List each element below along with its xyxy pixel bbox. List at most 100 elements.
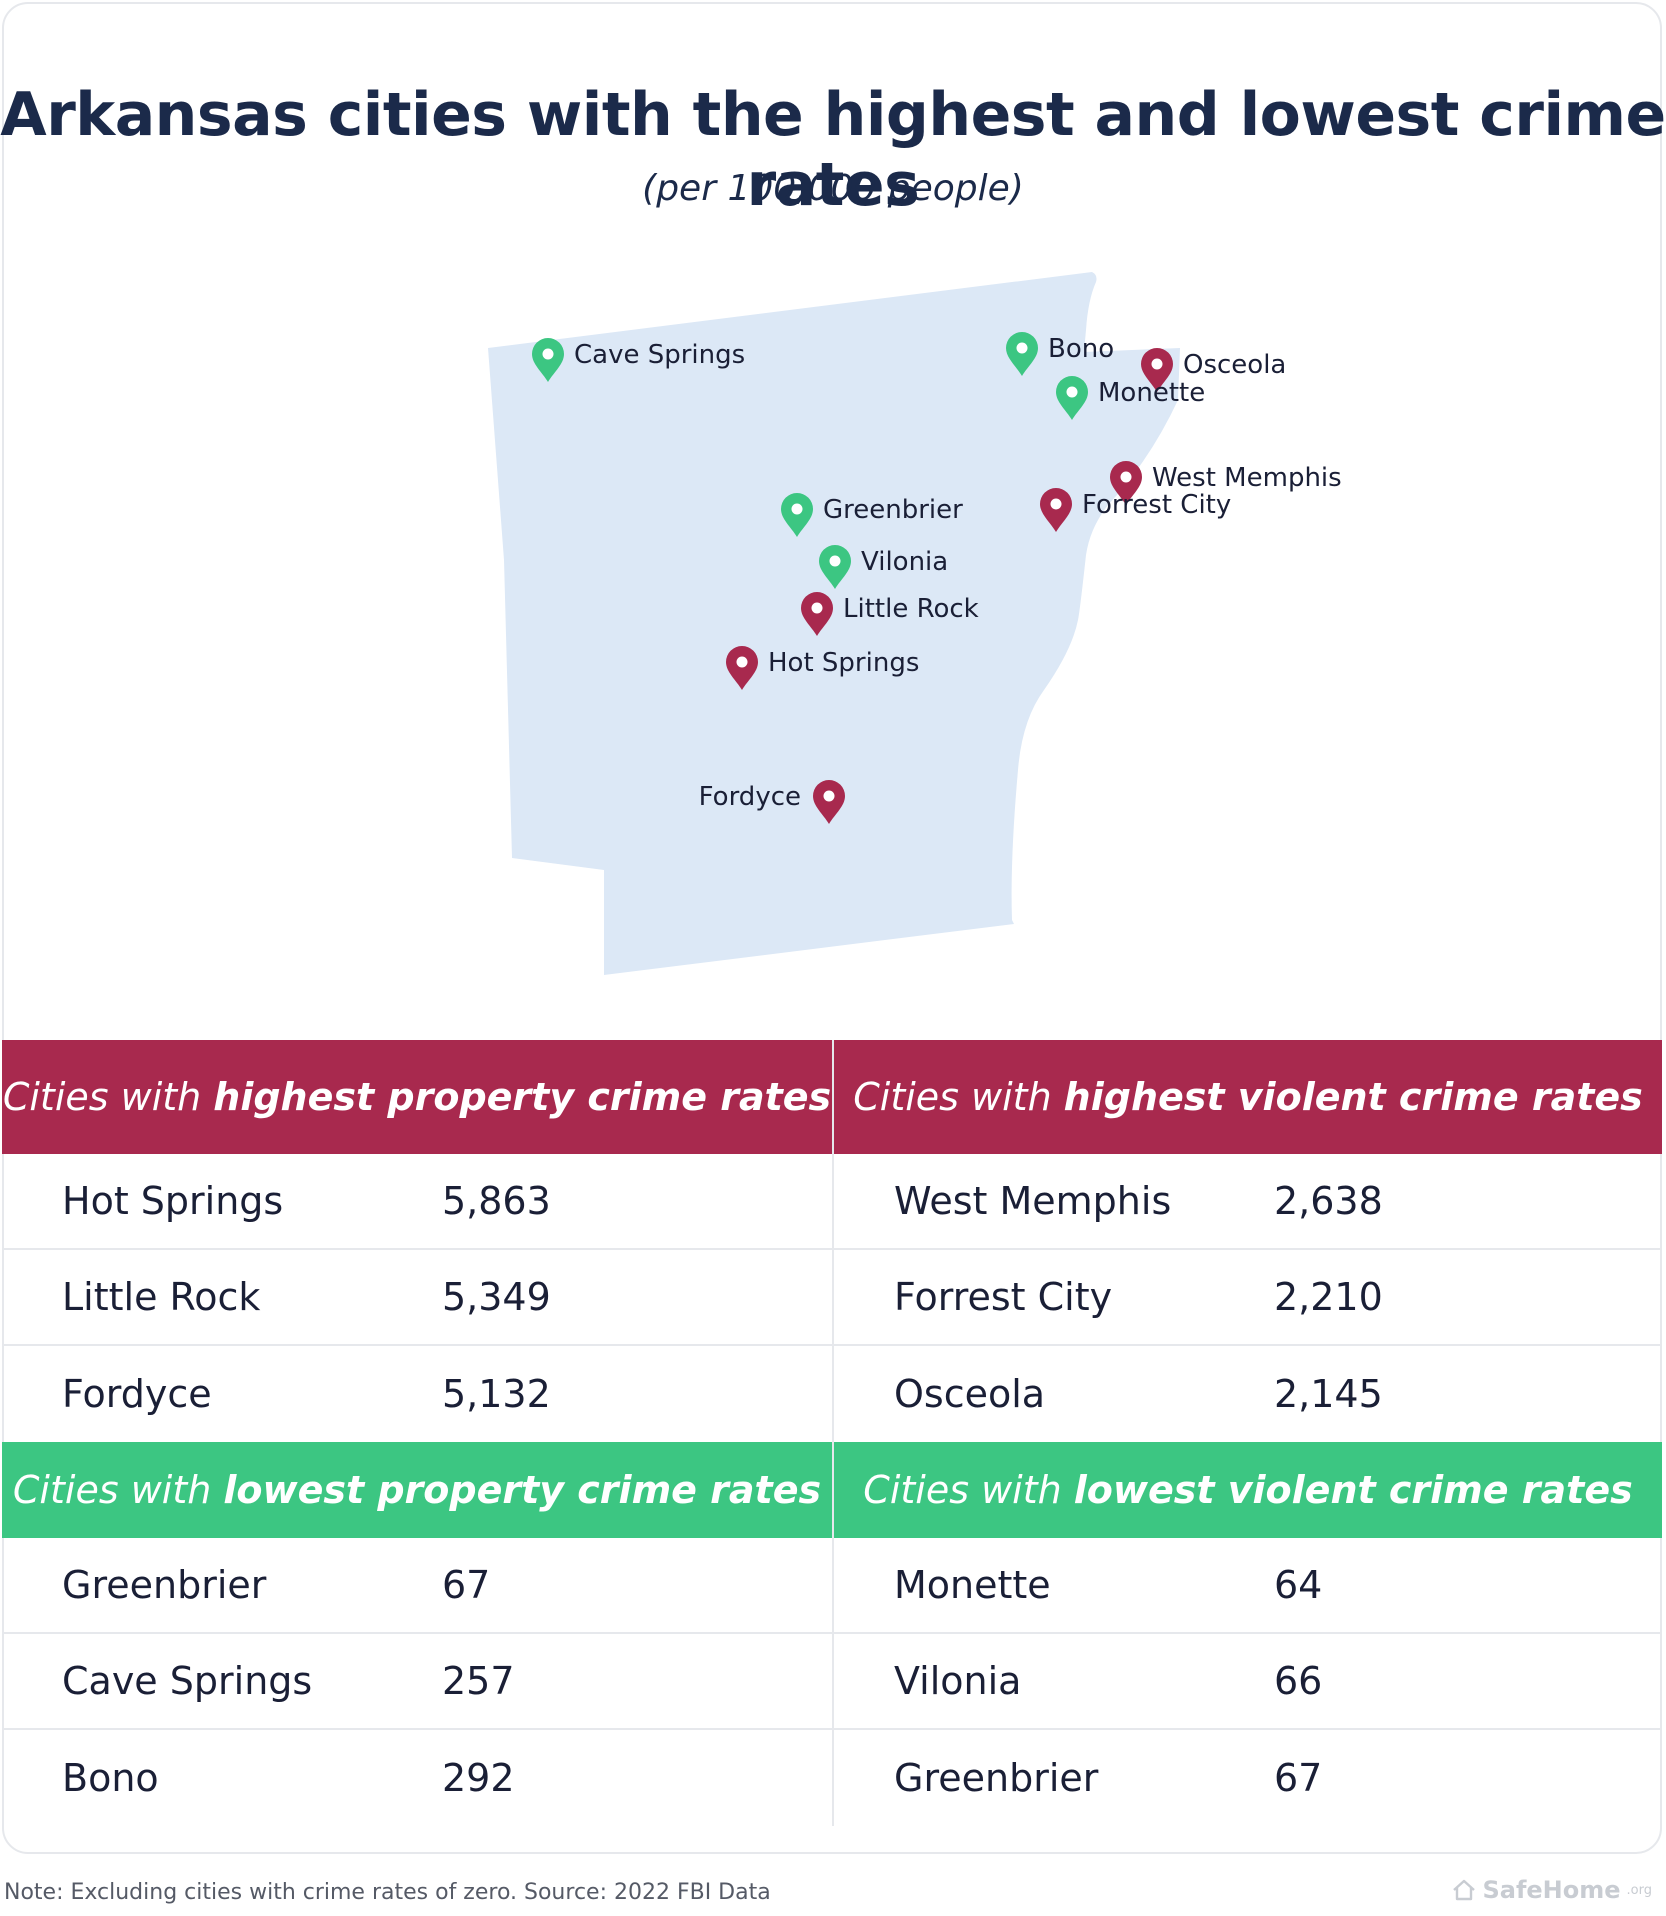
map-pin-forrest-city: Forrest City: [1040, 488, 1231, 532]
pin-label: Fordyce: [699, 782, 801, 812]
city-name: Fordyce: [62, 1372, 212, 1416]
header-emphasis: highest violent crime rates: [1063, 1075, 1643, 1119]
city-name: Osceola: [894, 1372, 1046, 1416]
house-icon: [1453, 1879, 1476, 1901]
location-pin-icon: [1141, 348, 1173, 392]
crime-rate: 66: [1274, 1659, 1323, 1703]
page-title: Arkansas cities with the highest and low…: [0, 80, 1666, 220]
city-name: Forrest City: [894, 1275, 1113, 1319]
crime-rate: 2,638: [1274, 1179, 1383, 1223]
pin-label: Osceola: [1183, 350, 1286, 380]
pin-label: Hot Springs: [768, 648, 919, 678]
table-row: Hot Springs 5,863: [2, 1154, 832, 1250]
pin-label: Cave Springs: [574, 340, 745, 370]
header-emphasis: lowest property crime rates: [223, 1468, 822, 1512]
map-pin-west-memphis: West Memphis: [1110, 461, 1342, 505]
pin-label: Little Rock: [843, 594, 979, 624]
city-name: Little Rock: [62, 1275, 261, 1319]
map-pin-cave-springs: Cave Springs: [532, 338, 745, 382]
header-emphasis: highest property crime rates: [213, 1075, 832, 1119]
arkansas-state-shape: [488, 272, 1180, 975]
location-pin-icon: [1040, 488, 1072, 532]
crime-rate: 64: [1274, 1563, 1323, 1607]
map-pin-little-rock: Little Rock: [801, 592, 979, 636]
property-column: Cities with highest property crime rates…: [2, 1040, 832, 1826]
header-prefix: Cities with: [2, 1075, 202, 1119]
map-pin-greenbrier: Greenbrier: [781, 493, 963, 537]
table-highest-property: Hot Springs 5,863 Little Rock 5,349 Ford…: [2, 1154, 832, 1442]
table-row: Greenbrier 67: [834, 1730, 1662, 1826]
city-name: Greenbrier: [894, 1756, 1099, 1800]
header-highest-violent: Cities with highest violent crime rates: [834, 1040, 1662, 1154]
table-row: Cave Springs 257: [2, 1634, 832, 1730]
city-name: West Memphis: [894, 1179, 1172, 1223]
crime-rate: 5,132: [442, 1372, 551, 1416]
map-pin-osceola: Osceola: [1141, 348, 1286, 392]
city-name: Hot Springs: [62, 1179, 284, 1223]
brand-name: SafeHome: [1482, 1876, 1621, 1904]
table-row: Osceola 2,145: [834, 1346, 1662, 1442]
header-prefix: Cities with: [853, 1075, 1052, 1119]
pin-label: West Memphis: [1152, 463, 1342, 493]
location-pin-icon: [819, 545, 851, 589]
brand-suffix: .org: [1626, 1882, 1652, 1898]
table-row: Vilonia 66: [834, 1634, 1662, 1730]
crime-rate: 257: [442, 1659, 515, 1703]
location-pin-icon: [1006, 332, 1038, 376]
table-row: Little Rock 5,349: [2, 1250, 832, 1346]
pin-center-dot: [1120, 471, 1132, 483]
pin-center-dot: [736, 656, 748, 668]
table-row: Forrest City 2,210: [834, 1250, 1662, 1346]
crime-rate: 67: [442, 1563, 491, 1607]
page-subtitle: (per 100,000 people): [642, 168, 1024, 209]
location-pin-icon: [813, 780, 845, 824]
map-pin-hot-springs: Hot Springs: [726, 646, 919, 690]
header-emphasis: lowest violent crime rates: [1073, 1468, 1633, 1512]
table-row: Bono 292: [2, 1730, 832, 1826]
pin-label: Greenbrier: [823, 495, 963, 525]
location-pin-icon: [781, 493, 813, 537]
crime-rate: 2,145: [1274, 1372, 1383, 1416]
header-lowest-violent: Cities with lowest violent crime rates: [834, 1442, 1662, 1538]
table-row: Monette 64: [834, 1538, 1662, 1634]
crime-rate: 5,863: [442, 1179, 551, 1223]
pin-center-dot: [1050, 498, 1062, 510]
pin-center-dot: [791, 503, 803, 515]
location-pin-icon: [801, 592, 833, 636]
city-name: Bono: [62, 1756, 159, 1800]
city-name: Vilonia: [894, 1659, 1022, 1703]
city-name: Greenbrier: [62, 1563, 267, 1607]
pin-center-dot: [811, 602, 823, 614]
pin-center-dot: [1151, 358, 1163, 370]
pin-label: Vilonia: [861, 547, 948, 577]
pin-label: Monette: [1098, 378, 1205, 408]
pin-center-dot: [823, 790, 835, 802]
table-lowest-property: Greenbrier 67 Cave Springs 257 Bono 292: [2, 1538, 832, 1826]
pin-center-dot: [1016, 342, 1028, 354]
header-prefix: Cities with: [863, 1468, 1062, 1512]
crime-rate: 5,349: [442, 1275, 551, 1319]
table-lowest-violent: Monette 64 Vilonia 66 Greenbrier 67: [834, 1538, 1662, 1826]
pin-center-dot: [1066, 386, 1078, 398]
footnote: Note: Excluding cities with crime rates …: [4, 1880, 771, 1905]
pin-center-dot: [829, 555, 841, 567]
header-prefix: Cities with: [12, 1468, 212, 1512]
location-pin-icon: [532, 338, 564, 382]
header-lowest-property: Cities with lowest property crime rates: [2, 1442, 832, 1538]
pin-label: Forrest City: [1082, 490, 1231, 520]
crime-rate: 292: [442, 1756, 515, 1800]
map-pin-monette: Monette: [1056, 376, 1205, 420]
crime-rate: 2,210: [1274, 1275, 1383, 1319]
table-row: Fordyce 5,132: [2, 1346, 832, 1442]
map-pin-fordyce: Fordyce: [699, 780, 845, 824]
city-name: Monette: [894, 1563, 1051, 1607]
table-row: West Memphis 2,638: [834, 1154, 1662, 1250]
brand-logo: SafeHome .org: [1452, 1876, 1652, 1904]
table-highest-violent: West Memphis 2,638 Forrest City 2,210 Os…: [834, 1154, 1662, 1442]
location-pin-icon: [726, 646, 758, 690]
map-pin-bono: Bono: [1006, 332, 1114, 376]
violent-column: Cities with highest violent crime rates …: [832, 1040, 1662, 1826]
table-row: Greenbrier 67: [2, 1538, 832, 1634]
